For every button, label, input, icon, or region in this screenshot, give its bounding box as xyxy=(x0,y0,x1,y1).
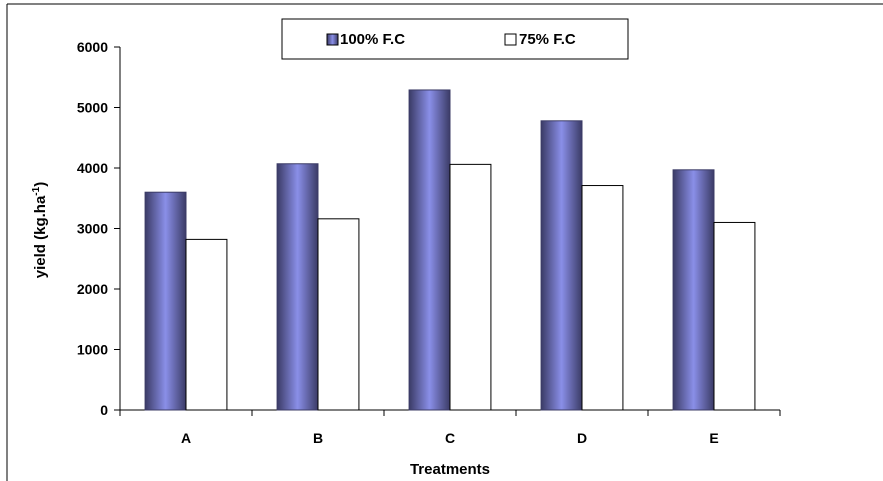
bar-75fc xyxy=(317,218,360,411)
y-tick-label: 6000 xyxy=(77,39,108,55)
bar-100fc xyxy=(408,89,451,411)
legend-box xyxy=(281,18,629,60)
bar-100fc xyxy=(144,191,187,411)
y-tick-label: 4000 xyxy=(77,160,108,176)
bar-100fc xyxy=(672,169,715,411)
bar-75fc xyxy=(449,163,492,411)
bars xyxy=(144,89,756,411)
bar-75fc xyxy=(185,238,228,411)
y-axis-title-main: yield (kg.ha xyxy=(32,195,49,278)
x-axis-title: Treatments xyxy=(410,461,490,478)
x-tick-label: C xyxy=(445,430,455,446)
x-tick-label: D xyxy=(577,430,587,446)
bar-75fc xyxy=(713,221,756,411)
y-tick-label: 5000 xyxy=(77,100,108,116)
bar-100fc xyxy=(276,163,319,411)
legend-label-100fc: 100% F.C xyxy=(340,31,405,48)
x-axis: A B C D E xyxy=(119,409,781,446)
legend-label-75fc: 75% F.C xyxy=(519,31,576,48)
y-axis-title-superscript: -1 xyxy=(31,186,42,195)
legend-swatch-75fc xyxy=(504,33,517,46)
y-tick-label: 0 xyxy=(100,402,108,418)
x-tick-label: B xyxy=(313,430,323,446)
y-tick-label: 3000 xyxy=(77,221,108,237)
y-tick-label: 1000 xyxy=(77,342,108,358)
x-tick-label: E xyxy=(709,430,718,446)
y-axis: 0 1000 2000 3000 4000 5000 6000 xyxy=(77,39,121,418)
bar-100fc xyxy=(540,120,583,411)
legend-swatch-100fc xyxy=(326,33,339,46)
legend: 100% F.C 75% F.C xyxy=(281,18,629,60)
y-tick-label: 2000 xyxy=(77,281,108,297)
y-axis-title: yield (kg.ha-1) xyxy=(31,182,49,278)
y-axis-title-close: ) xyxy=(32,182,49,187)
x-tick-label: A xyxy=(181,430,191,446)
bar-75fc xyxy=(581,185,624,411)
